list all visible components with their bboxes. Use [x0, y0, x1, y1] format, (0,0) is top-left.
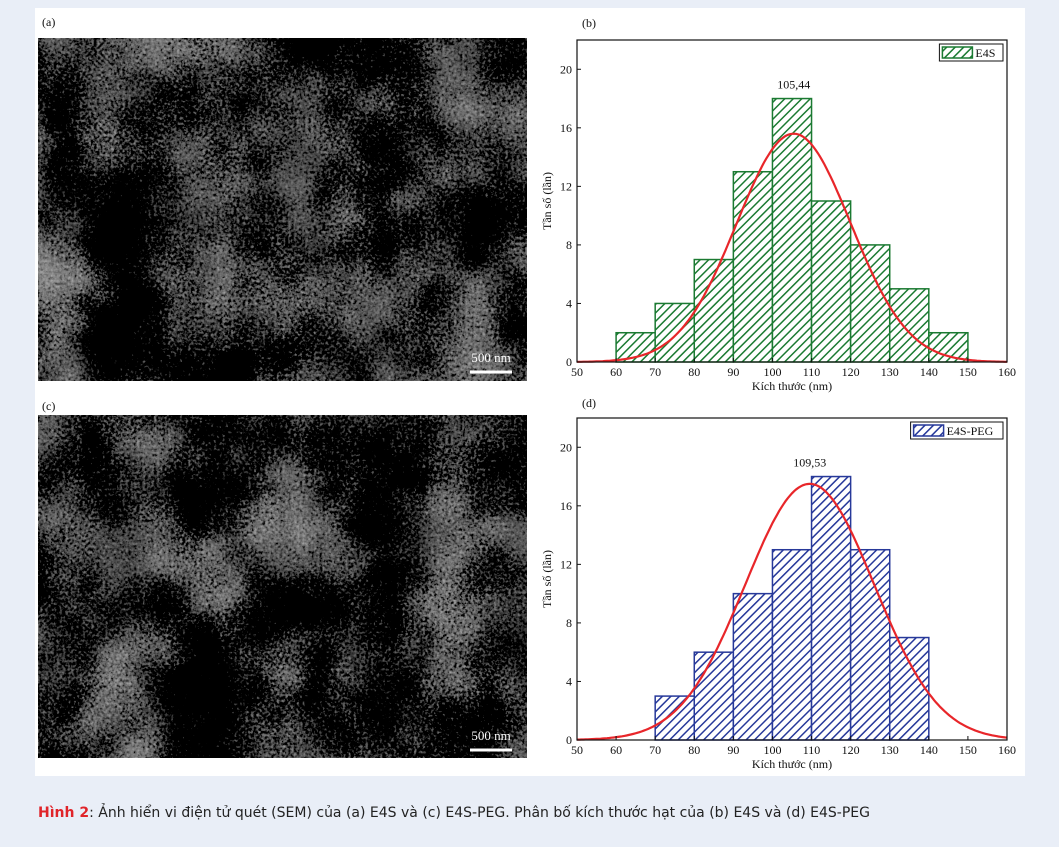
x-tick-label: 90	[727, 743, 739, 757]
y-tick-label: 12	[560, 179, 572, 193]
x-tick-label: 140	[920, 743, 938, 757]
bar	[812, 201, 851, 362]
y-tick-label: 0	[566, 355, 572, 369]
legend-label: E4S	[975, 46, 995, 60]
y-axis-label: Tần số (lần)	[540, 550, 554, 608]
panel-label: (b)	[582, 16, 596, 30]
sem-texture	[38, 415, 527, 758]
bar	[772, 550, 811, 740]
legend-swatch	[942, 47, 972, 58]
y-tick-label: 8	[566, 238, 572, 252]
bar	[812, 477, 851, 740]
x-tick-label: 90	[727, 365, 739, 379]
panel-label: (c)	[42, 399, 55, 413]
bar	[733, 594, 772, 740]
y-tick-label: 4	[566, 674, 572, 688]
x-tick-label: 130	[881, 365, 899, 379]
legend-label: E4S-PEG	[947, 424, 994, 438]
x-tick-label: 80	[688, 743, 700, 757]
sem-c: (c) 500 nm	[38, 399, 527, 758]
x-tick-label: 130	[881, 743, 899, 757]
scale-bar-label: 500 nm	[471, 728, 510, 743]
panel-label: (a)	[42, 15, 55, 29]
x-tick-label: 50	[571, 365, 583, 379]
peak-annotation: 105,44	[777, 78, 810, 92]
caption-label: Hình 2	[38, 805, 89, 821]
x-tick-label: 150	[959, 743, 977, 757]
x-tick-label: 160	[998, 743, 1016, 757]
x-tick-label: 60	[610, 365, 622, 379]
y-tick-label: 16	[560, 499, 572, 513]
legend: E4S-PEG	[911, 422, 1003, 439]
x-tick-label: 80	[688, 365, 700, 379]
x-tick-label: 120	[842, 743, 860, 757]
x-axis-label: Kích thước (nm)	[752, 379, 832, 393]
legend-swatch	[914, 425, 944, 436]
bar	[890, 289, 929, 362]
legend: E4S	[939, 44, 1003, 61]
bar	[733, 172, 772, 362]
caption: Hình 2: Ảnh hiển vi điện tử quét (SEM) c…	[38, 803, 870, 821]
bar	[851, 245, 890, 362]
caption-text: : Ảnh hiển vi điện tử quét (SEM) của (a)…	[89, 803, 870, 821]
y-axis-label: Tần số (lần)	[540, 172, 554, 230]
y-tick-label: 20	[560, 440, 572, 454]
bar	[655, 303, 694, 362]
sem-a: (a) 500 nm	[38, 15, 527, 381]
x-tick-label: 110	[803, 743, 821, 757]
bar	[694, 652, 733, 740]
bar	[929, 333, 968, 362]
x-tick-label: 50	[571, 743, 583, 757]
x-tick-label: 100	[763, 743, 781, 757]
y-tick-label: 20	[560, 62, 572, 76]
x-tick-label: 140	[920, 365, 938, 379]
y-tick-label: 0	[566, 733, 572, 747]
scale-bar-label: 500 nm	[471, 350, 510, 365]
x-tick-label: 100	[763, 365, 781, 379]
x-tick-label: 70	[649, 365, 661, 379]
y-tick-label: 16	[560, 121, 572, 135]
x-tick-label: 60	[610, 743, 622, 757]
x-axis-label: Kích thước (nm)	[752, 757, 832, 771]
x-tick-label: 150	[959, 365, 977, 379]
x-tick-label: 70	[649, 743, 661, 757]
panel-label: (d)	[582, 396, 596, 410]
bar	[655, 696, 694, 740]
figure: (a) 500 nm (c) 500 nm Hình 2: Ảnh hiển v…	[0, 0, 1059, 842]
x-tick-label: 160	[998, 365, 1016, 379]
x-tick-label: 110	[803, 365, 821, 379]
y-tick-label: 4	[566, 296, 572, 310]
bar	[851, 550, 890, 740]
bar	[890, 638, 929, 740]
peak-annotation: 109,53	[793, 456, 826, 470]
x-tick-label: 120	[842, 365, 860, 379]
y-tick-label: 12	[560, 557, 572, 571]
sem-texture	[38, 38, 527, 381]
y-tick-label: 8	[566, 616, 572, 630]
